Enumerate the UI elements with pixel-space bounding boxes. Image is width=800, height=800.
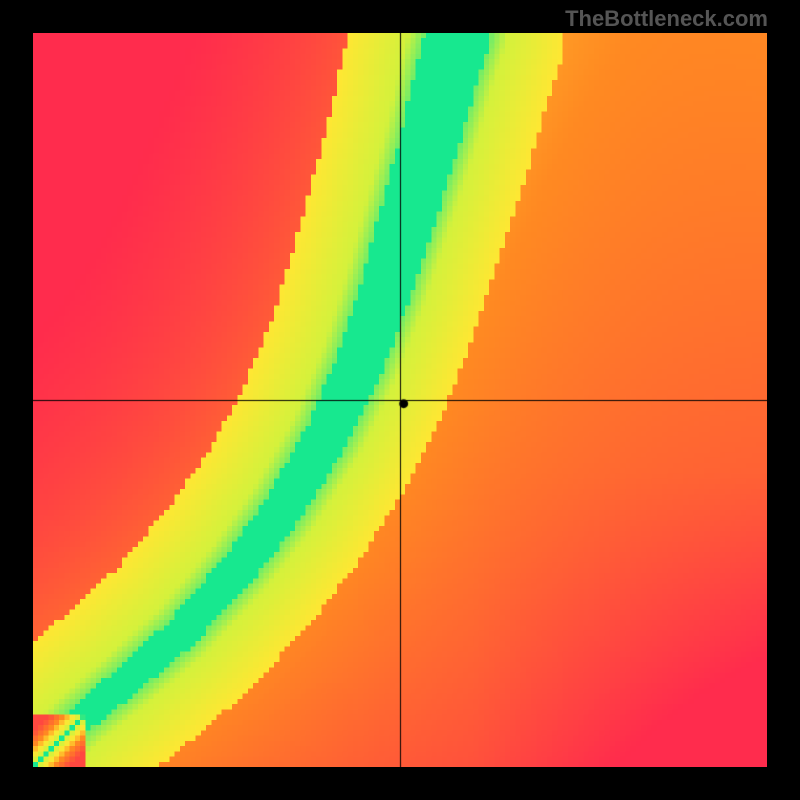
heatmap-canvas bbox=[33, 33, 767, 767]
watermark-text: TheBottleneck.com bbox=[565, 6, 768, 32]
chart-container: TheBottleneck.com bbox=[0, 0, 800, 800]
